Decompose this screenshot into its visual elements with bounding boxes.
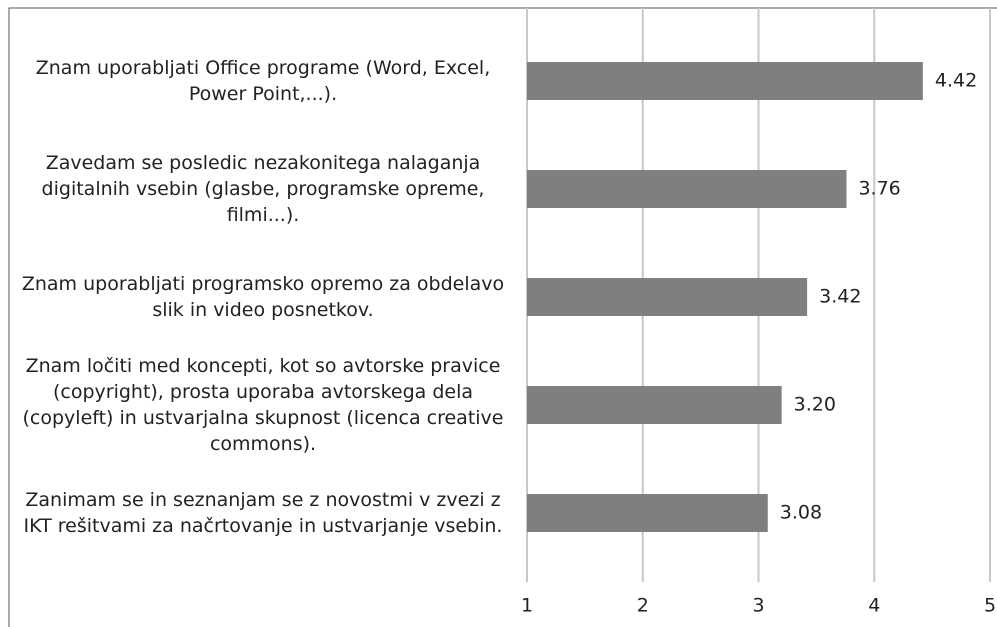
x-tick-label: 2 bbox=[637, 595, 649, 617]
category-label: Znam uporabljati Office programe (Word, … bbox=[35, 57, 491, 105]
category-label: Znam uporabljati programsko opremo za ob… bbox=[21, 273, 505, 321]
category-label-box: Zavedam se posledic nezakonitega nalagan… bbox=[18, 141, 508, 237]
bar bbox=[527, 494, 768, 532]
bar bbox=[527, 170, 847, 208]
category-label-box: Znam uporabljati programsko opremo za ob… bbox=[18, 249, 508, 345]
category-label-box: Znam ločiti med koncepti, kot so avtorsk… bbox=[18, 357, 508, 453]
bar bbox=[527, 386, 782, 424]
x-tick-label: 1 bbox=[521, 595, 533, 617]
x-tick-label: 4 bbox=[868, 595, 880, 617]
frame bbox=[8, 7, 997, 627]
data-label: 4.42 bbox=[935, 70, 977, 92]
data-label: 3.20 bbox=[794, 394, 836, 416]
data-label: 3.08 bbox=[780, 502, 822, 524]
bar bbox=[527, 278, 808, 316]
category-label: Zanimam se in seznanjam se z novostmi v … bbox=[23, 489, 503, 537]
x-tick-label: 5 bbox=[984, 595, 996, 617]
bar bbox=[527, 62, 923, 100]
category-label-box: Znam uporabljati Office programe (Word, … bbox=[18, 33, 508, 129]
category-label: Zavedam se posledic nezakonitega nalagan… bbox=[41, 152, 485, 226]
x-tick-label: 3 bbox=[752, 595, 764, 617]
data-label: 3.42 bbox=[819, 286, 861, 308]
category-label: Znam ločiti med koncepti, kot so avtorsk… bbox=[22, 357, 504, 453]
category-label-box: Zanimam se in seznanjam se z novostmi v … bbox=[18, 465, 508, 561]
data-label: 3.76 bbox=[858, 178, 900, 200]
